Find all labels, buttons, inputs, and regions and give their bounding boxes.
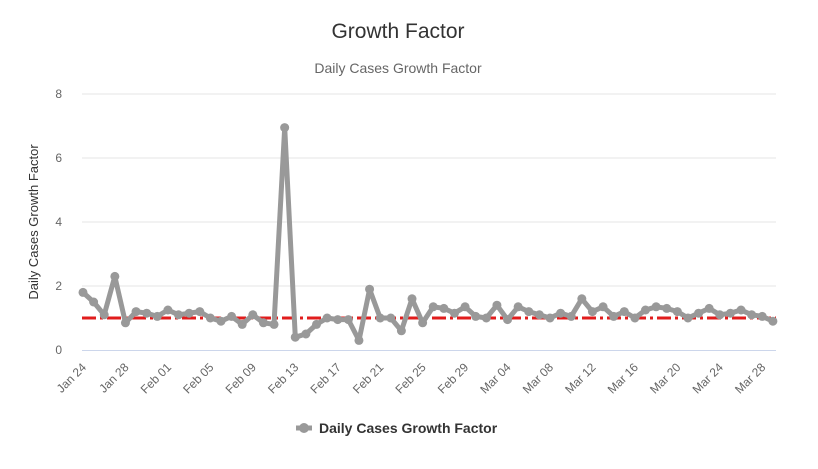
data-point[interactable] (704, 303, 714, 313)
data-point[interactable] (513, 302, 523, 312)
data-point[interactable] (598, 302, 608, 312)
x-tick-label: Mar 16 (605, 360, 642, 397)
data-point[interactable] (333, 315, 343, 325)
x-tick-label: Feb 05 (180, 360, 217, 397)
data-point[interactable] (99, 310, 109, 320)
data-point[interactable] (630, 313, 640, 323)
data-point[interactable] (492, 300, 502, 310)
x-tick-label: Mar 12 (562, 360, 599, 397)
y-tick-label: 4 (55, 215, 62, 229)
data-point[interactable] (280, 123, 290, 133)
legend[interactable]: Daily Cases Growth Factor (296, 420, 498, 436)
data-point[interactable] (577, 294, 587, 304)
x-tick-label: Feb 01 (138, 360, 175, 397)
data-point[interactable] (174, 310, 184, 320)
data-point[interactable] (311, 319, 321, 329)
grid-lines (82, 93, 776, 287)
data-point[interactable] (322, 313, 332, 323)
y-tick-label: 2 (55, 279, 62, 293)
data-point[interactable] (386, 313, 396, 323)
data-point[interactable] (736, 305, 746, 315)
series-points (78, 123, 778, 345)
data-point[interactable] (89, 297, 99, 307)
data-point[interactable] (587, 307, 597, 317)
data-point[interactable] (439, 303, 449, 313)
y-tick-label: 0 (55, 343, 62, 357)
data-point[interactable] (481, 313, 491, 323)
x-tick-label: Jan 28 (96, 360, 132, 396)
x-tick-label: Mar 20 (647, 360, 684, 397)
data-point[interactable] (651, 302, 661, 312)
x-tick-label: Feb 13 (265, 360, 302, 397)
data-point[interactable] (248, 310, 258, 320)
data-point[interactable] (163, 305, 173, 315)
legend-swatch-dot (299, 423, 309, 433)
data-point[interactable] (725, 308, 735, 318)
data-point[interactable] (471, 311, 481, 321)
data-point[interactable] (757, 311, 767, 321)
data-point[interactable] (205, 313, 215, 323)
data-point[interactable] (258, 318, 268, 328)
chart-subtitle: Daily Cases Growth Factor (314, 60, 482, 76)
data-point[interactable] (566, 311, 576, 321)
y-tick-label: 8 (55, 87, 62, 101)
x-tick-label: Feb 29 (435, 360, 472, 397)
data-point[interactable] (142, 308, 152, 318)
data-point[interactable] (152, 311, 162, 321)
x-tick-label: Mar 04 (477, 360, 514, 397)
x-tick-label: Feb 09 (223, 360, 260, 397)
data-point[interactable] (396, 326, 406, 336)
data-point[interactable] (747, 310, 757, 320)
y-axis-ticks: 0 2 4 6 8 (55, 87, 62, 357)
data-point[interactable] (375, 313, 385, 323)
data-point[interactable] (524, 307, 534, 317)
data-point[interactable] (460, 302, 470, 312)
data-point[interactable] (715, 310, 725, 320)
data-point[interactable] (672, 307, 682, 317)
data-point[interactable] (184, 308, 194, 318)
data-point[interactable] (216, 316, 226, 326)
data-point[interactable] (534, 310, 544, 320)
data-point[interactable] (641, 305, 651, 315)
x-tick-label: Feb 21 (350, 360, 387, 397)
data-point[interactable] (503, 315, 513, 325)
data-point[interactable] (110, 271, 120, 281)
data-point[interactable] (354, 335, 364, 345)
data-point[interactable] (683, 313, 693, 323)
y-tick-label: 6 (55, 151, 62, 165)
data-point[interactable] (290, 332, 300, 342)
data-point[interactable] (131, 307, 141, 317)
y-axis-title: Daily Cases Growth Factor (26, 144, 41, 300)
data-point[interactable] (694, 308, 704, 318)
data-point[interactable] (365, 284, 375, 294)
x-tick-label: Feb 17 (308, 360, 345, 397)
chart-title: Growth Factor (331, 20, 465, 43)
data-point[interactable] (662, 303, 672, 313)
data-point[interactable] (545, 313, 555, 323)
x-axis-ticks: Jan 24 Jan 28 Feb 01 Feb 05 Feb 09 Feb 13 Feb … (54, 360, 769, 397)
x-tick-label: Jan 24 (54, 360, 90, 396)
data-point[interactable] (269, 319, 279, 329)
data-point[interactable] (227, 311, 237, 321)
x-tick-label: Mar 24 (690, 360, 727, 397)
x-tick-label: Mar 28 (732, 360, 769, 397)
data-point[interactable] (449, 308, 459, 318)
data-point[interactable] (301, 329, 311, 339)
data-point[interactable] (237, 319, 247, 329)
x-tick-label: Feb 25 (392, 360, 429, 397)
data-point[interactable] (195, 307, 205, 317)
legend-label: Daily Cases Growth Factor (319, 420, 498, 436)
data-point[interactable] (343, 315, 353, 325)
data-point[interactable] (609, 311, 619, 321)
data-point[interactable] (556, 308, 566, 318)
data-point[interactable] (407, 294, 417, 304)
data-point[interactable] (768, 316, 778, 326)
data-point[interactable] (78, 287, 88, 297)
data-point[interactable] (619, 307, 629, 317)
data-point[interactable] (428, 302, 438, 312)
data-point[interactable] (120, 318, 130, 328)
x-tick-label: Mar 08 (520, 360, 557, 397)
data-point[interactable] (418, 318, 428, 328)
